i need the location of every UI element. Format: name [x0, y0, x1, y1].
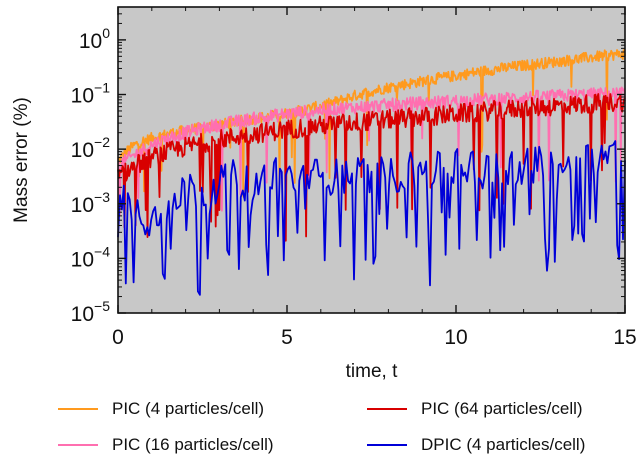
- y-tick-label: 10−1: [71, 80, 111, 108]
- legend: PIC (4 particles/cell) PIC (16 particles…: [0, 398, 643, 463]
- legend-swatch-pic-64: [367, 408, 407, 410]
- legend-swatch-pic-16: [58, 444, 98, 446]
- legend-label-pic-4: PIC (4 particles/cell): [112, 399, 265, 418]
- x-tick-label: 0: [112, 326, 124, 349]
- y-tick-label: 10−2: [71, 134, 111, 162]
- legend-item-pic-64: PIC (64 particles/cell): [367, 398, 583, 420]
- chart: 0 5 10 15 100 10−1 10−2 10−3 10−4 10−5 time, t Ma…: [11, 6, 637, 382]
- series-line-2: [117, 93, 626, 242]
- legend-label-pic-64: PIC (64 particles/cell): [421, 399, 583, 418]
- y-tick-label: 10−4: [71, 243, 111, 271]
- series-line-3: [117, 140, 626, 296]
- legend-swatch-pic-4: [58, 408, 98, 410]
- legend-item-pic-4: PIC (4 particles/cell): [58, 398, 264, 420]
- series-layer: [117, 48, 626, 296]
- ticks-layer: 0 5 10 15 100 10−1 10−2 10−3 10−4 10−5: [71, 6, 637, 349]
- plot-frame: [117, 6, 626, 314]
- y-tick-label: 10−5: [71, 298, 111, 326]
- x-axis-label: time, t: [346, 361, 398, 382]
- legend-item-dpic-4: DPIC (4 particles/cell): [367, 434, 585, 456]
- legend-label-pic-16: PIC (16 particles/cell): [112, 435, 274, 454]
- legend-item-pic-16: PIC (16 particles/cell): [58, 434, 274, 456]
- x-tick-label: 10: [444, 326, 467, 349]
- y-tick-label: 100: [79, 25, 110, 53]
- y-tick-label: 10−3: [71, 189, 111, 217]
- y-axis-label: Mass error (%): [11, 97, 32, 223]
- legend-label-dpic-4: DPIC (4 particles/cell): [421, 435, 586, 454]
- x-tick-label: 5: [281, 326, 293, 349]
- x-tick-label: 15: [613, 326, 636, 349]
- legend-swatch-dpic-4: [367, 444, 407, 446]
